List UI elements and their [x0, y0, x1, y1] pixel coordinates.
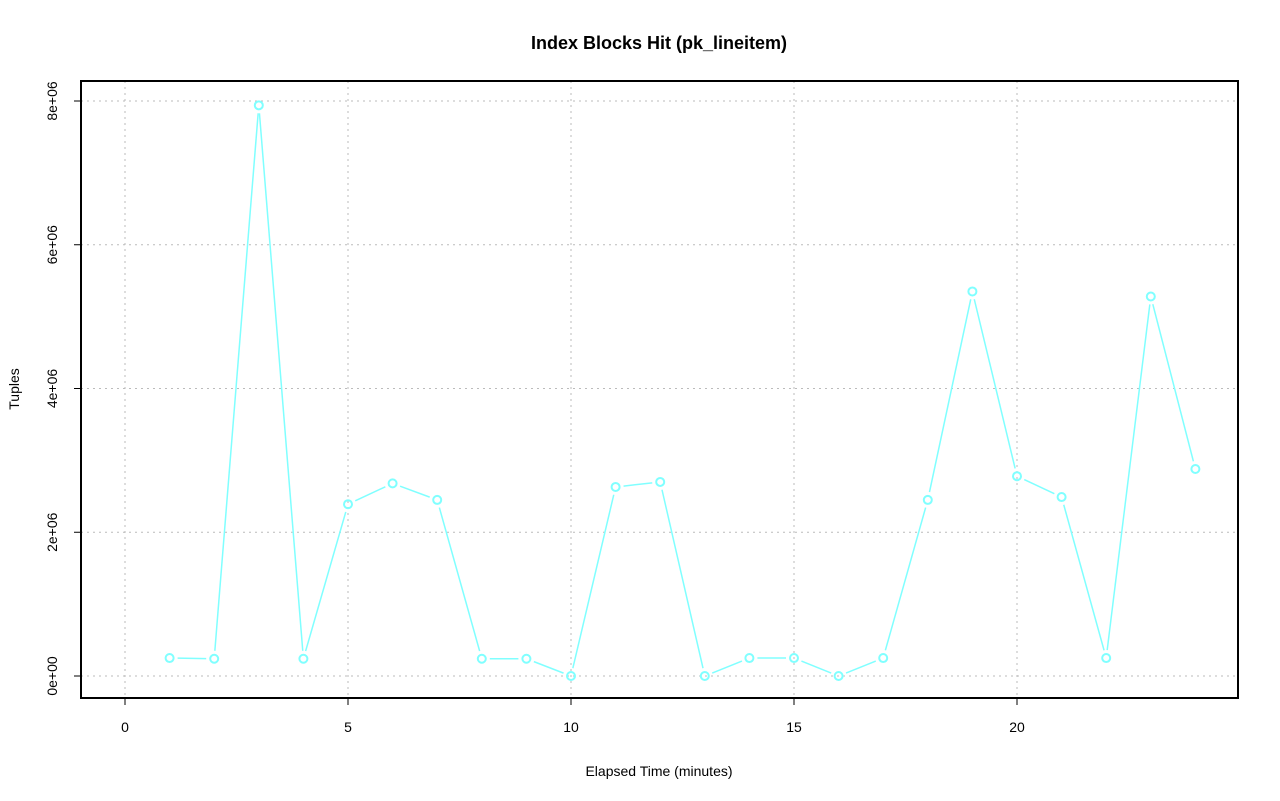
data-point	[922, 494, 933, 505]
grid	[81, 81, 1238, 698]
series-segment	[661, 489, 704, 669]
series-segment	[304, 511, 347, 652]
x-tick-label: 0	[121, 719, 129, 735]
data-point	[1056, 492, 1067, 503]
data-point	[164, 653, 175, 664]
data-point	[1145, 291, 1156, 302]
plot-frame	[80, 80, 1239, 699]
series-segment	[801, 660, 832, 674]
x-tick-label: 15	[786, 719, 802, 735]
axis-ticks: 0 5 10 15 20 0e+00 2e+06 4e+06 6e+06 8e+06	[44, 81, 1025, 735]
data-point	[878, 653, 889, 664]
series-segment	[973, 299, 1016, 469]
data-point	[521, 653, 532, 664]
series-segment	[1152, 304, 1195, 462]
data-point	[566, 671, 576, 681]
series-segment	[623, 482, 653, 487]
data-point	[967, 286, 978, 297]
series-segment	[884, 507, 927, 651]
series-segment	[214, 113, 259, 651]
data-point	[744, 653, 755, 664]
series-segment	[399, 485, 430, 498]
data-point	[1101, 653, 1112, 664]
series-segment	[438, 507, 481, 652]
data-point	[432, 494, 443, 505]
data-point	[298, 653, 309, 664]
data-point	[476, 653, 487, 664]
series-segment	[1063, 504, 1105, 651]
data-point	[655, 476, 666, 487]
series-segment	[258, 113, 304, 651]
data-point	[1012, 471, 1022, 482]
y-axis-label: Tuples	[6, 368, 22, 410]
y-tick-label: 8e+06	[44, 81, 60, 121]
series-segment	[1106, 304, 1151, 651]
data-point	[343, 499, 353, 510]
series-segment	[1023, 478, 1055, 495]
data-point	[699, 671, 710, 681]
x-tick-label: 5	[344, 719, 352, 735]
x-tick-label: 20	[1009, 719, 1025, 735]
data-point	[253, 100, 264, 111]
series	[164, 100, 1201, 681]
series-segment	[845, 660, 877, 674]
x-tick-label: 10	[563, 719, 579, 735]
data-point	[1190, 464, 1201, 474]
y-tick-label: 0e+00	[44, 656, 60, 696]
series-segment	[354, 486, 386, 502]
series-segment	[572, 494, 615, 669]
data-point	[610, 481, 621, 492]
x-axis-label: Elapsed Time (minutes)	[585, 763, 732, 779]
series-segment	[533, 660, 564, 674]
y-tick-label: 6e+06	[44, 225, 60, 265]
data-point	[209, 653, 220, 664]
y-tick-label: 4e+06	[44, 369, 60, 409]
series-segment	[928, 299, 972, 493]
chart-title: Index Blocks Hit (pk_lineitem)	[531, 33, 787, 53]
data-point	[833, 671, 844, 681]
data-point	[789, 653, 799, 664]
series-segment	[711, 660, 743, 674]
y-tick-label: 2e+06	[44, 512, 60, 552]
data-point	[387, 478, 398, 489]
